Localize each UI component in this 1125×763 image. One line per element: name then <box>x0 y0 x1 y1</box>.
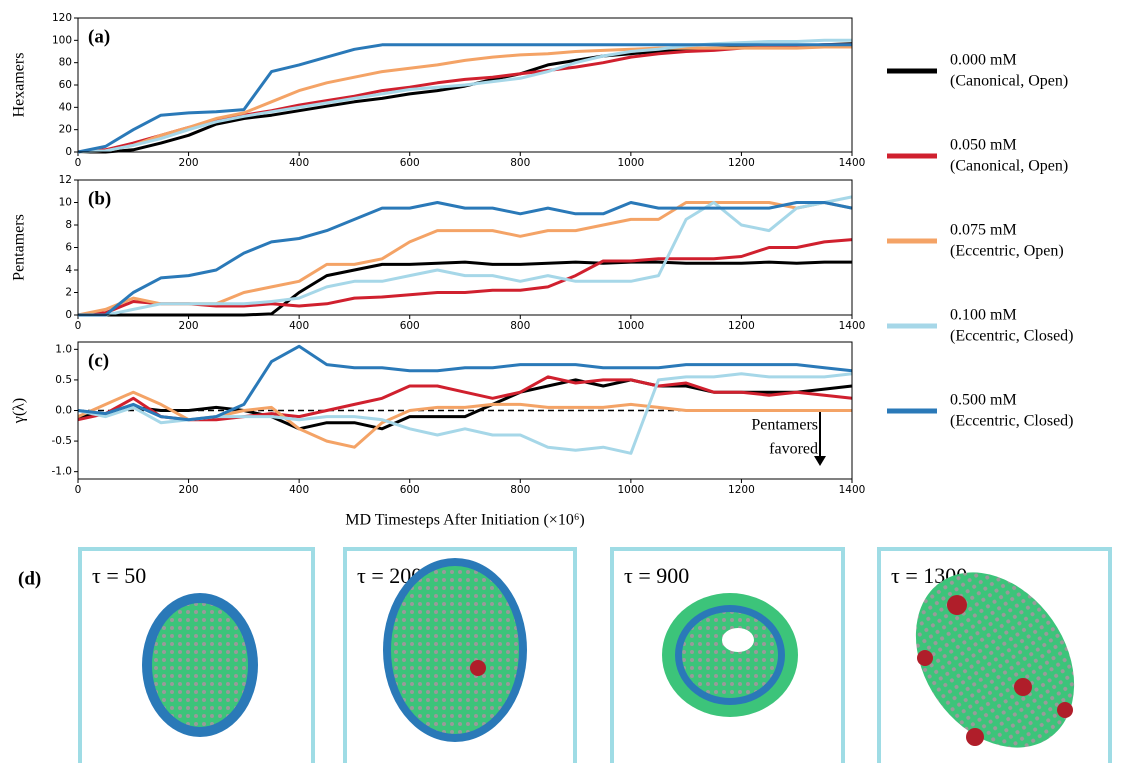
cluster <box>682 612 778 698</box>
x-tick-label: 400 <box>289 157 309 169</box>
panel-frame <box>343 547 577 763</box>
legend-label: (Canonical, Open) <box>950 73 1068 90</box>
annotation: favored <box>769 441 818 458</box>
y-tick-label: 8 <box>65 219 72 231</box>
snapshot-panel: τ = 900 <box>610 547 845 763</box>
pentamer <box>966 728 984 746</box>
x-tick-label: 600 <box>400 157 420 169</box>
y-tick-label: -1.0 <box>52 466 73 478</box>
series-line <box>77 372 853 455</box>
y-tick-label: 100 <box>52 34 72 46</box>
legend-label: (Eccentric, Open) <box>950 243 1064 260</box>
series-line <box>77 45 852 154</box>
x-tick-label: 400 <box>289 484 309 496</box>
legend-label: 0.500 mM <box>950 392 1017 409</box>
x-tick-label: 200 <box>179 320 199 332</box>
plot-frame <box>77 17 853 153</box>
plot-frame <box>77 341 853 480</box>
x-tick-label: 0 <box>75 157 82 169</box>
panel-label: (c) <box>88 350 109 371</box>
panel-label: (d) <box>18 568 41 589</box>
series-line <box>78 201 853 317</box>
x-tick-label: 1400 <box>839 320 866 332</box>
series-line <box>77 378 853 431</box>
plot-frame <box>77 179 853 316</box>
x-tick-label: 1000 <box>617 157 644 169</box>
cluster <box>391 566 519 734</box>
legend-label: (Eccentric, Closed) <box>950 328 1074 345</box>
panel-frame <box>610 547 845 763</box>
x-tick-label: 1200 <box>728 320 755 332</box>
series-line <box>77 344 853 422</box>
legend-label: (Canonical, Open) <box>950 158 1068 175</box>
y-tick-label: 0 <box>65 146 72 158</box>
legend-label: 0.075 mM <box>950 222 1017 239</box>
cluster <box>915 572 1075 748</box>
panel-frame <box>877 547 1112 763</box>
panel-label: (a) <box>88 26 110 47</box>
series-line <box>77 375 853 422</box>
x-tick-label: 200 <box>179 484 199 496</box>
y-tick-label: 120 <box>52 12 72 24</box>
y-tick-label: 10 <box>59 197 72 209</box>
y-tick-label: 40 <box>59 101 72 113</box>
legend-label: (Eccentric, Closed) <box>950 413 1074 430</box>
x-tick-label: 1400 <box>839 157 866 169</box>
pentamer <box>1057 702 1073 718</box>
x-tick-label: 800 <box>510 157 530 169</box>
y-tick-label: 2 <box>65 287 72 299</box>
panel-title: τ = 900 <box>624 563 689 588</box>
x-tick-label: 200 <box>179 157 199 169</box>
y-tick-label: 60 <box>59 79 72 91</box>
x-tick-label: 0 <box>75 484 82 496</box>
legend-label: 0.050 mM <box>950 137 1017 154</box>
x-tick-label: 1400 <box>839 484 866 496</box>
cluster-hole <box>722 628 754 652</box>
pentamer <box>470 660 486 676</box>
panel-label: (b) <box>88 188 111 209</box>
series-line <box>77 38 852 154</box>
pentamer <box>917 650 933 666</box>
x-axis-label: MD Timesteps After Initiation (×10⁶) <box>345 512 584 529</box>
y-tick-label: 80 <box>59 57 72 69</box>
x-tick-label: 1200 <box>728 157 755 169</box>
x-tick-label: 1000 <box>617 484 644 496</box>
series-line <box>78 260 852 317</box>
cluster <box>152 603 248 727</box>
annotation: Pentamers <box>751 417 818 434</box>
snapshot-panel: τ = 50 <box>78 547 315 763</box>
y-tick-label: 0 <box>65 309 72 321</box>
x-tick-label: 0 <box>75 320 82 332</box>
y-tick-label: 0.0 <box>55 405 72 417</box>
y-axis-label: γ(λ) <box>11 398 28 424</box>
y-axis-label: Pentamers <box>11 214 28 281</box>
x-tick-label: 600 <box>400 484 420 496</box>
annotation-arrowhead <box>814 456 826 466</box>
x-tick-label: 800 <box>510 320 530 332</box>
panel-title: τ = 50 <box>92 563 146 588</box>
y-axis-label: Hexamers <box>11 53 28 118</box>
series-line <box>78 195 853 317</box>
y-tick-label: 20 <box>59 124 72 136</box>
y-tick-label: 4 <box>65 264 72 276</box>
panel-frame <box>78 547 315 763</box>
x-tick-label: 600 <box>400 320 420 332</box>
pentamer <box>1014 678 1032 696</box>
pentamer <box>947 595 967 615</box>
y-tick-label: 12 <box>59 174 72 186</box>
y-tick-label: 0.5 <box>55 374 72 386</box>
snapshot-panel: τ = 1300 <box>877 547 1112 763</box>
series-line <box>77 43 852 154</box>
x-tick-label: 400 <box>289 320 309 332</box>
legend-label: 0.100 mM <box>950 307 1017 324</box>
y-tick-label: -0.5 <box>52 435 73 447</box>
x-tick-label: 1000 <box>617 320 644 332</box>
snapshot-panel: τ = 200 <box>343 547 577 763</box>
y-tick-label: 1.0 <box>55 343 72 355</box>
x-tick-label: 1200 <box>728 484 755 496</box>
legend-label: 0.000 mM <box>950 52 1017 69</box>
y-tick-label: 6 <box>65 242 72 254</box>
x-tick-label: 800 <box>510 484 530 496</box>
